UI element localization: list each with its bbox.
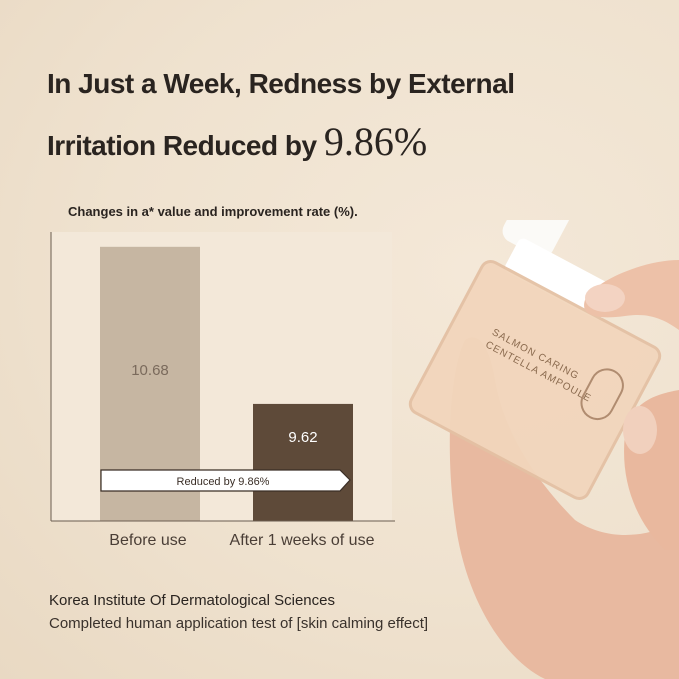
source-text: Korea Institute Of Dermatological Scienc… xyxy=(49,592,335,609)
test-note: Completed human application test of [ski… xyxy=(49,615,429,632)
dropper-bulb xyxy=(502,220,585,258)
x-tick-label: Before use xyxy=(109,532,187,549)
chart-title: Changes in a* value and improvement rate… xyxy=(68,204,358,219)
headline-line-2: Irritation Reduced by 9.86% xyxy=(47,118,427,165)
reduction-label: Reduced by 9.86% xyxy=(177,476,270,488)
thumb-icon xyxy=(584,260,679,330)
bar-value-label: 9.62 xyxy=(288,429,317,446)
headline-highlight: 9.86% xyxy=(323,119,428,164)
fingernail-icon xyxy=(623,406,657,454)
headline-line-1: In Just a Week, Redness by External xyxy=(47,68,515,99)
headline-prefix: Irritation Reduced by xyxy=(47,130,317,161)
x-tick-label: After 1 weeks of use xyxy=(229,532,375,549)
thumbnail-icon xyxy=(585,284,625,312)
bar xyxy=(253,403,353,521)
product-image: SALMON CARING CENTELLA AMPOULE xyxy=(408,220,679,679)
reduction-arrow: Reduced by 9.86% xyxy=(100,469,351,492)
bottle-icon: SALMON CARING CENTELLA AMPOULE xyxy=(408,220,662,500)
bar-value-label: 10.68 xyxy=(131,362,169,379)
